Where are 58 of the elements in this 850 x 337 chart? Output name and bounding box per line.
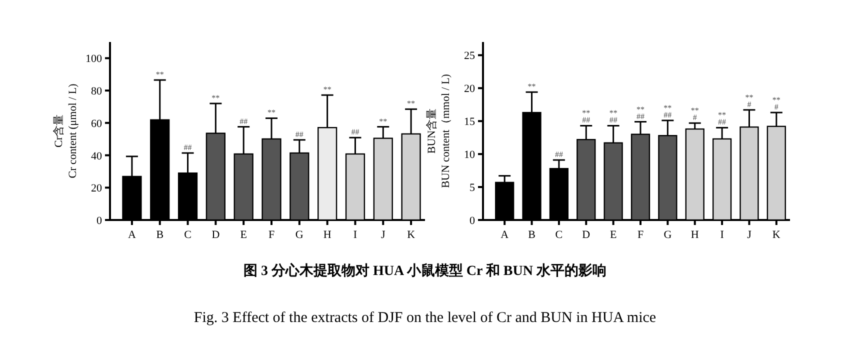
caption: 图 3 分心木提取物对 HUA 小鼠模型 Cr 和 BUN 水平的影响 (244, 262, 606, 279)
x-tick-label: G (664, 229, 672, 241)
annotation: ## (240, 116, 248, 126)
annotation: ** (323, 85, 332, 94)
annotation: ** ## (718, 110, 726, 127)
x-tick-label: I (353, 229, 358, 241)
x-tick-label: C (184, 229, 192, 241)
annotation: ** # (690, 106, 699, 122)
annotation: ** (268, 108, 276, 118)
y-axis-title: BUN含量 BUN content（mmol / L) (425, 74, 452, 188)
y-tick-label: 20 (464, 83, 476, 96)
x-tick-label: D (582, 229, 590, 241)
x-tick-label: E (240, 229, 248, 241)
y-tick-label: 10 (464, 149, 476, 162)
annotation: ** (528, 82, 536, 92)
annotation: ** # (772, 96, 780, 112)
x-tick-label: H (690, 229, 699, 241)
caption: Fig. 3 Effect of the extracts of DJF on the level of Cr and BUN in HUA mice (194, 310, 656, 326)
x-tick-label: F (268, 229, 275, 241)
y-tick-label: 15 (464, 116, 476, 128)
annotation: ** (379, 116, 388, 126)
annotation: ** (212, 93, 220, 102)
x-tick-label: B (156, 229, 164, 241)
y-tick-label: 40 (91, 150, 102, 162)
y-tick-label: 80 (91, 86, 102, 98)
x-tick-label: D (212, 229, 220, 241)
annotation: ** (156, 70, 164, 80)
y-tick-label: 100 (86, 53, 102, 66)
annotation: ** ## (664, 103, 672, 120)
x-tick-label: J (747, 229, 752, 241)
annotation: ## (295, 130, 304, 139)
annotation: ** # (745, 92, 754, 109)
annotation: ## (351, 128, 360, 137)
annotation: ## (184, 143, 192, 152)
x-tick-label: C (555, 229, 563, 241)
x-tick-label: B (528, 229, 536, 241)
x-tick-label: F (637, 229, 644, 241)
x-tick-label: E (610, 229, 617, 241)
x-tick-label: A (128, 229, 136, 241)
y-tick-label: 5 (470, 182, 476, 194)
x-tick-label: K (407, 229, 416, 241)
annotation: ** ## (582, 108, 590, 125)
annotation: ## (554, 150, 563, 160)
y-axis-title: Cr含量 Cr content (μmol / L) (52, 83, 79, 178)
annotation: ** ## (636, 104, 644, 121)
annotation: ** (407, 99, 416, 108)
x-tick-label: H (323, 229, 332, 241)
y-tick-label: 60 (91, 118, 102, 130)
x-tick-label: I (720, 229, 724, 241)
y-tick-label: 25 (464, 50, 476, 62)
x-tick-label: J (380, 229, 386, 241)
x-tick-label: K (772, 229, 780, 241)
y-tick-label: 0 (470, 215, 476, 227)
annotation: ** ## (609, 108, 618, 125)
y-tick-label: 20 (91, 182, 102, 195)
x-tick-label: A (500, 229, 509, 241)
x-tick-label: G (295, 229, 304, 241)
y-tick-label: 0 (96, 215, 102, 227)
